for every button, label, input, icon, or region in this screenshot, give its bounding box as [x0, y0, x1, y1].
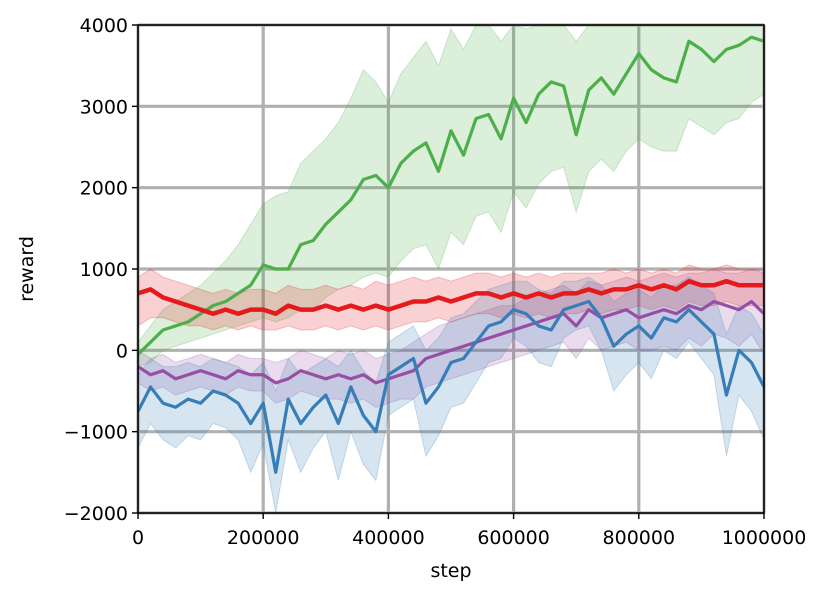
- y-tick-label: 4000: [80, 15, 128, 37]
- y-tick-label: 2000: [80, 178, 128, 200]
- y-axis-ticks: −2000 −1000 0 1000 2000 3000 4000: [64, 15, 138, 525]
- confidence-bands: [138, 25, 764, 513]
- x-tick-label: 600000: [477, 527, 550, 549]
- y-tick-label: −1000: [64, 422, 128, 444]
- series-2-band: [138, 264, 764, 331]
- series-1-band: [138, 268, 764, 408]
- y-axis-label: reward: [16, 236, 38, 302]
- y-tick-label: 1000: [80, 259, 128, 281]
- x-tick-label: 0: [132, 527, 144, 549]
- series-3-line: [138, 299, 764, 474]
- series-3-band: [138, 276, 764, 513]
- y-tick-label: 3000: [80, 96, 128, 118]
- series-0-line: [138, 35, 764, 356]
- series-2-line: [138, 278, 764, 316]
- y-tick-label: 0: [116, 340, 128, 362]
- y-tick-label: −2000: [64, 503, 128, 525]
- x-tick-label: 800000: [603, 527, 676, 549]
- series-lines: [138, 35, 764, 474]
- x-tick-label: 1000000: [722, 527, 807, 549]
- series-0-band: [138, 25, 764, 368]
- x-tick-label: 200000: [227, 527, 300, 549]
- x-axis-label: step: [430, 560, 471, 582]
- x-axis-ticks: 0 200000 400000 600000 800000 1000000: [132, 513, 806, 549]
- series-1-line: [138, 299, 764, 385]
- x-tick-label: 400000: [352, 527, 425, 549]
